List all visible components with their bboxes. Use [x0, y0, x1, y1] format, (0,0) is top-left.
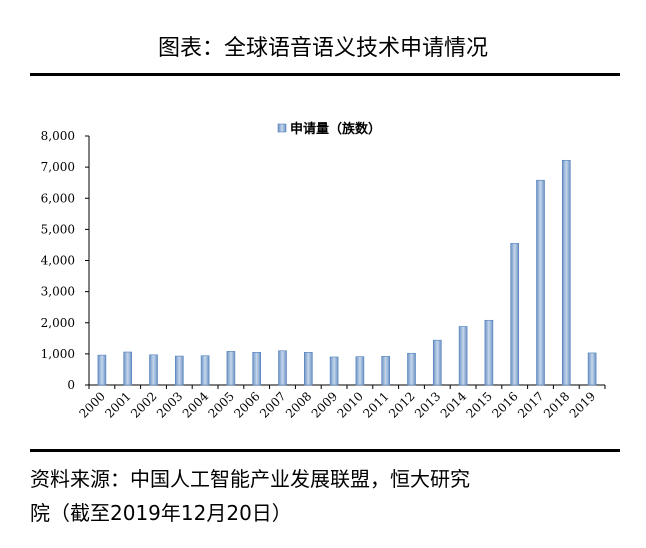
x-tick-label: 2004 — [180, 389, 212, 421]
source-line-2: 院（截至2019年12月20日） — [30, 501, 292, 525]
x-tick-label: 2005 — [206, 389, 237, 420]
page-title: 图表：全球语音语义技术申请情况 — [157, 36, 488, 61]
x-tick-label: 2016 — [489, 389, 520, 420]
y-tick-label: 6,000 — [41, 191, 75, 205]
source-note: 资料来源：中国人工智能产业发展联盟，恒大研究 院（截至2019年12月20日） — [30, 462, 620, 530]
legend-label: 申请量（族数） — [290, 121, 381, 137]
bar-2000 — [97, 354, 107, 386]
x-tick-label: 2019 — [567, 389, 598, 420]
x-tick-label: 2003 — [154, 389, 185, 420]
bar-2005 — [226, 351, 236, 386]
x-tick-label: 2015 — [464, 389, 495, 420]
bar-2009 — [329, 356, 339, 386]
bar-2004 — [200, 355, 210, 386]
x-tick-label: 2014 — [438, 389, 470, 421]
legend-swatch — [277, 123, 287, 133]
x-tick-label: 2006 — [231, 389, 262, 420]
source-line-1: 资料来源：中国人工智能产业发展联盟，恒大研究 — [30, 467, 470, 491]
y-tick-label: 2,000 — [41, 316, 75, 330]
y-tick-label: 0 — [67, 378, 75, 392]
bar-2013 — [432, 339, 442, 386]
top-rule — [30, 73, 620, 76]
bar-2008 — [303, 352, 313, 386]
bar-2019 — [587, 352, 597, 386]
x-tick-label: 2011 — [360, 389, 391, 420]
x-tick-label: 2009 — [309, 389, 340, 420]
x-tick-label: 2001 — [102, 389, 133, 420]
bar-2016 — [510, 243, 520, 386]
y-tick-label: 5,000 — [41, 222, 75, 236]
y-tick-label: 8,000 — [41, 129, 75, 143]
x-tick-label: 2000 — [77, 389, 108, 420]
x-tick-label: 2008 — [283, 389, 314, 420]
x-tick-label: 2018 — [541, 389, 572, 420]
x-tick-label: 2012 — [386, 389, 417, 420]
bar-2002 — [149, 354, 158, 386]
x-tick-label: 2017 — [515, 389, 546, 420]
bar-2007 — [278, 350, 287, 386]
y-tick-label: 7,000 — [41, 160, 75, 174]
x-tick-label: 2013 — [412, 389, 443, 420]
bar-2011 — [381, 356, 391, 386]
bar-2006 — [252, 352, 261, 386]
bar-2015 — [484, 319, 494, 386]
bar-2003 — [175, 355, 184, 386]
chart-legend: 申请量（族数） — [277, 121, 381, 137]
y-tick-label: 1,000 — [41, 347, 75, 361]
x-tick-label: 2002 — [128, 389, 159, 420]
bar-2017 — [536, 179, 545, 386]
y-tick-label: 3,000 — [41, 285, 75, 299]
bar-2014 — [458, 326, 468, 386]
y-tick-label: 4,000 — [41, 254, 75, 268]
bar-2001 — [123, 351, 132, 386]
bar-2018 — [561, 159, 571, 386]
x-tick-label: 2010 — [335, 389, 366, 420]
bar-2010 — [355, 356, 365, 386]
x-tick-label: 2007 — [257, 389, 288, 420]
bar-2012 — [407, 352, 416, 386]
bar-chart: 申请量（族数） 20002001200220032004200520062007… — [41, 121, 606, 421]
bottom-rule — [30, 449, 620, 452]
